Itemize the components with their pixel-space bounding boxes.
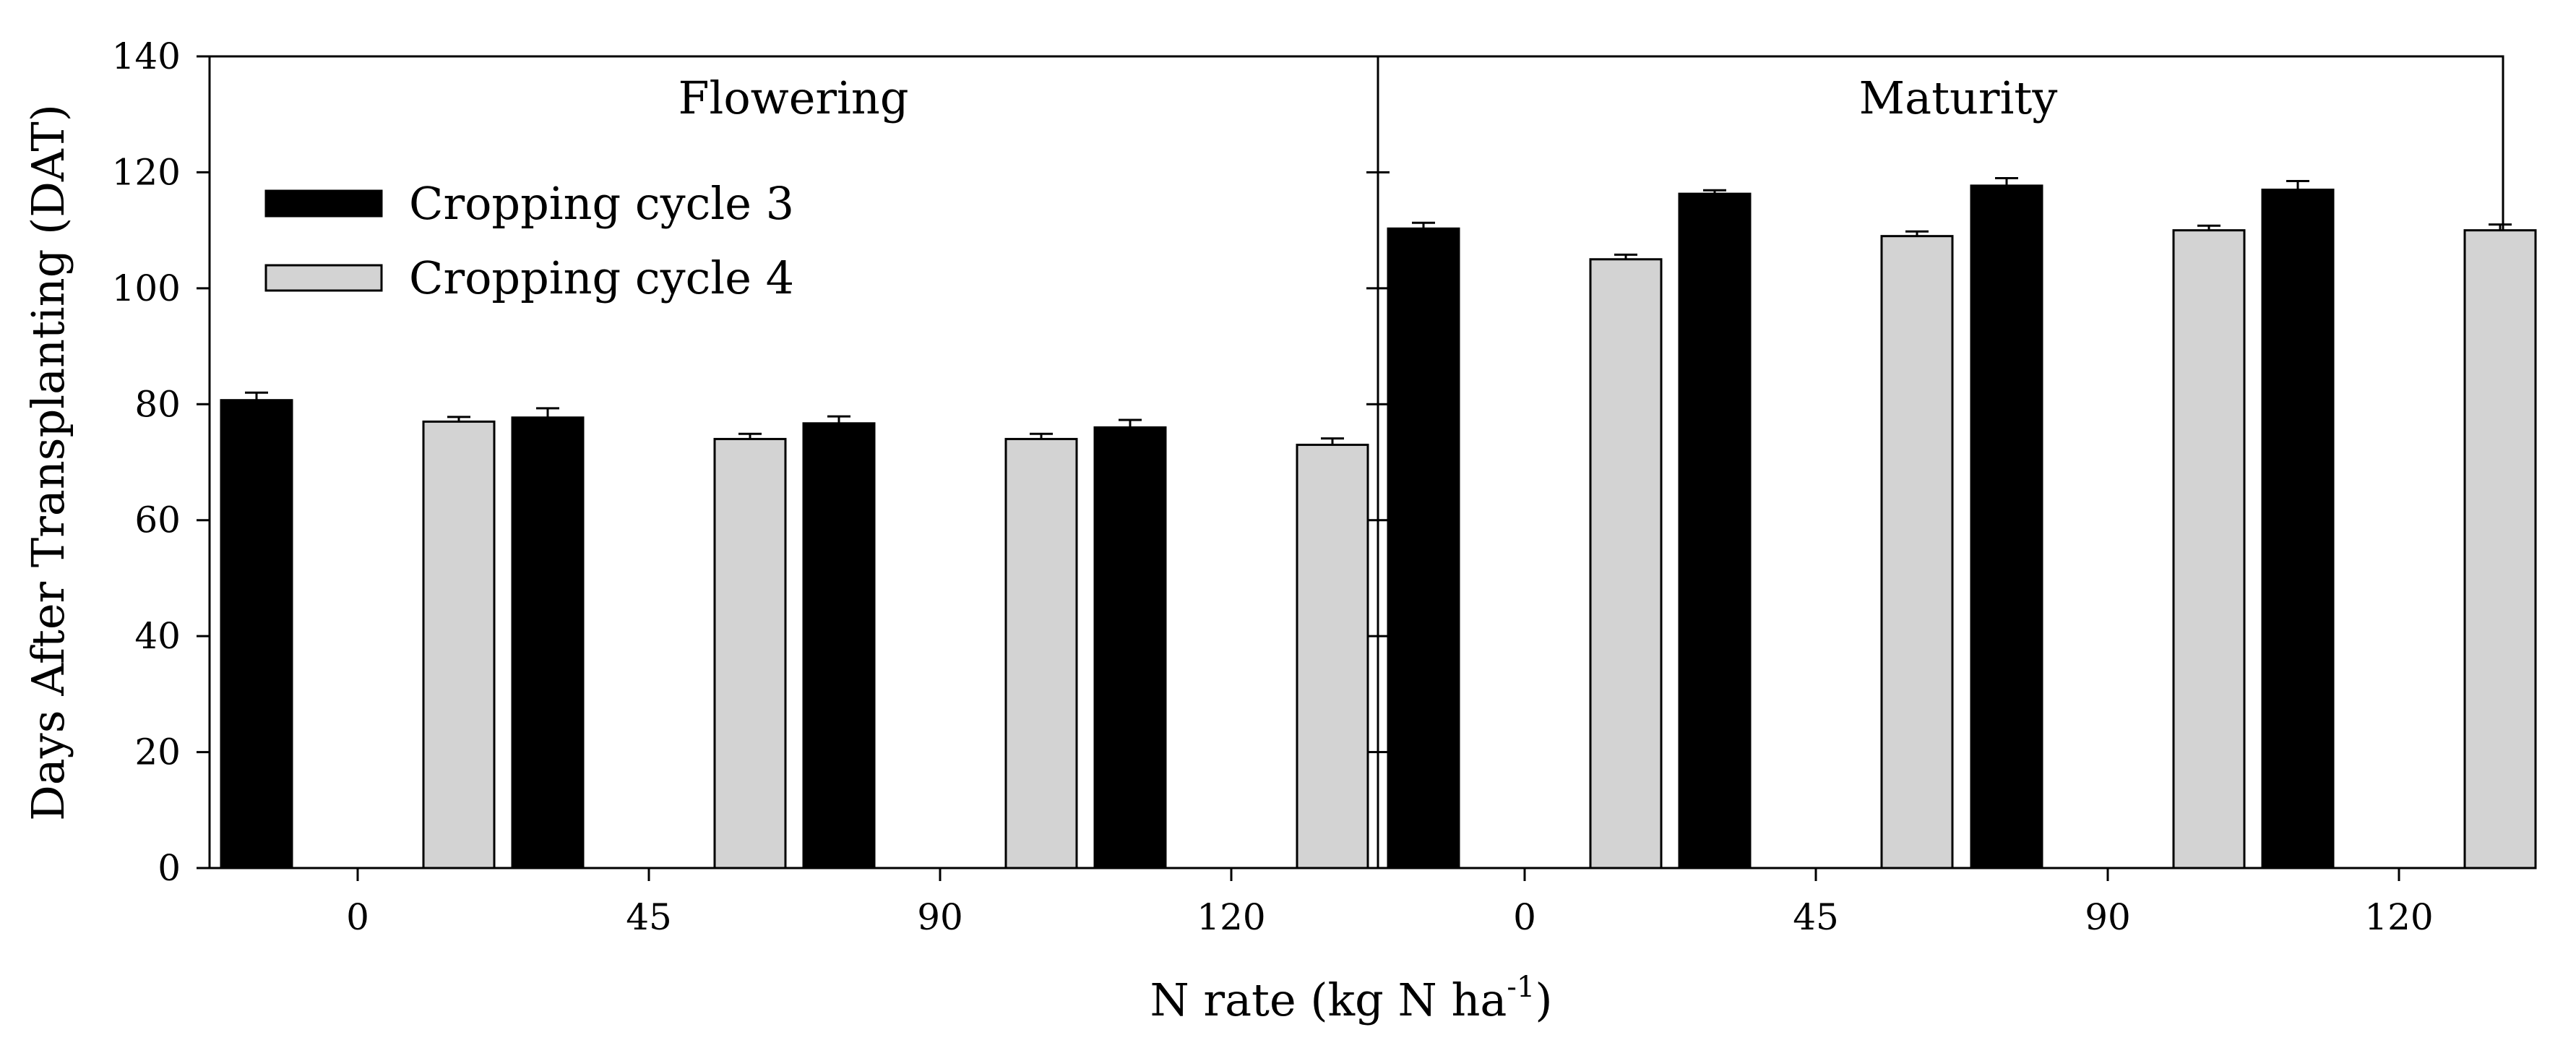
y-tick-label-80: 80 xyxy=(134,383,181,425)
legend: Cropping cycle 3 Cropping cycle 4 xyxy=(264,177,794,304)
bar-maturity-cycle-4-90 xyxy=(2172,229,2246,869)
x-axis-label-close: ) xyxy=(1535,974,1552,1026)
bar-flowering-cycle-4-0 xyxy=(422,420,496,869)
bar-maturity-cycle-4-0 xyxy=(1589,258,1663,869)
y-tick-label-0: 0 xyxy=(158,847,181,889)
x-axis-label: N rate (kg N ha-1) xyxy=(1150,971,1552,1026)
bar-maturity-cycle-4-120 xyxy=(2463,229,2537,869)
bar-flowering-cycle-3-45 xyxy=(511,416,585,869)
y-tick-label-120: 120 xyxy=(112,151,181,193)
y-tick-label-20: 20 xyxy=(134,731,181,773)
bar-maturity-cycle-3-120 xyxy=(2261,188,2335,869)
x-tick-label-maturity-45: 45 xyxy=(1793,896,1839,938)
bar-flowering-cycle-4-120 xyxy=(1296,443,1369,869)
bar-maturity-cycle-3-90 xyxy=(1970,184,2043,869)
bar-flowering-cycle-3-90 xyxy=(802,422,876,869)
legend-label-cycle-3: Cropping cycle 3 xyxy=(409,177,794,230)
panel-title-maturity: Maturity xyxy=(1859,72,2058,124)
axis-ticks: 0 20 40 60 80 100 120 140 0 45 90 120 0 45 90 120 xyxy=(112,35,2434,938)
y-tick-label-100: 100 xyxy=(112,267,181,309)
x-tick-label-flowering-45: 45 xyxy=(626,896,672,938)
bar-flowering-cycle-4-45 xyxy=(713,437,787,869)
y-tick-label-40: 40 xyxy=(134,615,181,657)
bar-flowering-cycle-3-0 xyxy=(220,399,293,869)
legend-swatch-cycle-3 xyxy=(264,189,383,218)
x-tick-label-maturity-90: 90 xyxy=(2085,896,2131,938)
x-tick-label-flowering-120: 120 xyxy=(1197,896,1265,938)
y-axis-label: Days After Transplanting (DAT) xyxy=(22,104,74,821)
bar-flowering-cycle-3-120 xyxy=(1093,426,1167,869)
x-tick-label-flowering-0: 0 xyxy=(346,896,369,938)
y-tick-label-140: 140 xyxy=(112,35,181,77)
x-tick-label-maturity-120: 120 xyxy=(2364,896,2433,938)
bar-maturity-cycle-3-0 xyxy=(1387,227,1460,869)
x-axis-label-main: N rate (kg N ha xyxy=(1150,974,1507,1026)
legend-label-cycle-4: Cropping cycle 4 xyxy=(409,252,794,304)
bar-maturity-cycle-3-45 xyxy=(1678,192,1752,869)
bars xyxy=(220,176,2537,869)
legend-swatch-cycle-4 xyxy=(264,264,383,292)
x-tick-label-flowering-90: 90 xyxy=(917,896,963,938)
y-tick-label-60: 60 xyxy=(134,499,181,541)
bar-flowering-cycle-4-90 xyxy=(1004,437,1078,869)
x-tick-label-maturity-0: 0 xyxy=(1513,896,1536,938)
panel-title-flowering: Flowering xyxy=(678,72,908,124)
x-axis-label-sup: -1 xyxy=(1507,971,1535,1004)
bar-maturity-cycle-4-45 xyxy=(1880,235,1954,869)
